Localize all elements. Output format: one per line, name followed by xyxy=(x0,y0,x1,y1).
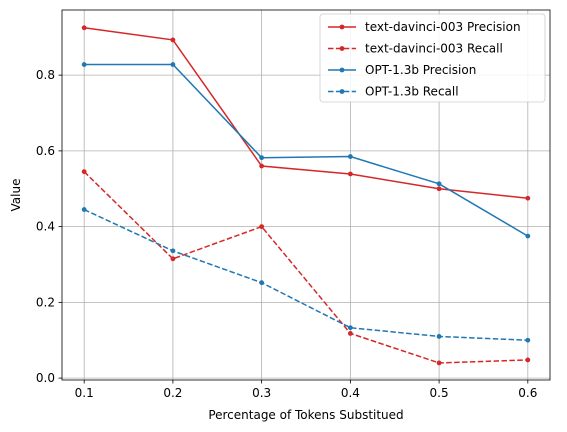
data-point xyxy=(347,154,353,159)
data-point xyxy=(436,334,442,339)
data-point xyxy=(347,331,353,336)
data-point xyxy=(525,195,531,201)
x-tick-label: 0.3 xyxy=(252,386,271,400)
data-point xyxy=(259,155,265,161)
legend-marker xyxy=(339,24,345,30)
legend-item: OPT-1.3b Precision xyxy=(328,63,476,77)
x-tick-label: 0.1 xyxy=(75,386,94,400)
series-line xyxy=(84,27,528,199)
x-tick-label: 0.5 xyxy=(430,386,449,400)
series-line xyxy=(84,63,529,237)
data-point xyxy=(259,280,265,286)
series-0 xyxy=(81,25,531,201)
legend-item: text-davinci-003 Recall xyxy=(328,42,503,56)
data-point xyxy=(81,25,87,31)
y-tick-label: 0.8 xyxy=(36,68,55,82)
legend-item: OPT-1.3b Recall xyxy=(328,85,459,99)
data-point xyxy=(525,357,531,363)
legend-item: text-davinci-003 Precision xyxy=(328,20,521,34)
legend: text-davinci-003 Precision text-davinci-0… xyxy=(319,13,546,103)
legend-label: OPT-1.3b Precision xyxy=(365,63,476,77)
legend-label: text-davinci-003 Recall xyxy=(365,42,503,56)
x-axis-label: Percentage of Tokens Substitued xyxy=(208,408,403,422)
data-point xyxy=(81,169,87,175)
data-point xyxy=(436,186,442,192)
data-point xyxy=(81,62,87,67)
series-layer xyxy=(81,25,531,366)
data-point xyxy=(170,62,176,67)
x-tick-label: 0.6 xyxy=(518,386,537,400)
data-point xyxy=(347,171,353,177)
data-point xyxy=(259,163,265,169)
data-point xyxy=(436,360,442,366)
legend-label: OPT-1.3b Recall xyxy=(365,85,459,99)
data-point xyxy=(525,337,531,343)
data-point xyxy=(81,207,87,212)
legend-label: text-davinci-003 Precision xyxy=(365,20,521,34)
data-point xyxy=(347,325,353,331)
y-tick-label: 0.4 xyxy=(36,220,55,234)
data-point xyxy=(170,248,176,254)
legend-marker xyxy=(339,67,345,73)
plot-frame xyxy=(61,9,551,381)
y-tick-label: 0.0 xyxy=(36,371,55,385)
series-2 xyxy=(81,62,531,239)
data-point xyxy=(436,181,442,187)
y-axis-label: Value xyxy=(9,179,23,212)
x-tick-label: 0.4 xyxy=(341,386,360,400)
data-point xyxy=(259,224,265,230)
axis-ticks: 0.1 0.2 0.3 0.4 0.5 0.6 0.0 0.2 0.4 0.6 0.8 xyxy=(36,68,537,400)
y-tick-label: 0.2 xyxy=(36,295,55,309)
series-line xyxy=(83,208,528,341)
x-tick-label: 0.2 xyxy=(163,386,182,400)
data-point xyxy=(170,37,176,43)
data-point xyxy=(170,256,176,262)
data-point xyxy=(525,233,531,239)
legend-box xyxy=(319,13,546,103)
legend-marker xyxy=(339,46,345,51)
series-3 xyxy=(81,207,531,343)
y-tick-label: 0.6 xyxy=(36,144,55,158)
legend-marker xyxy=(339,89,345,94)
